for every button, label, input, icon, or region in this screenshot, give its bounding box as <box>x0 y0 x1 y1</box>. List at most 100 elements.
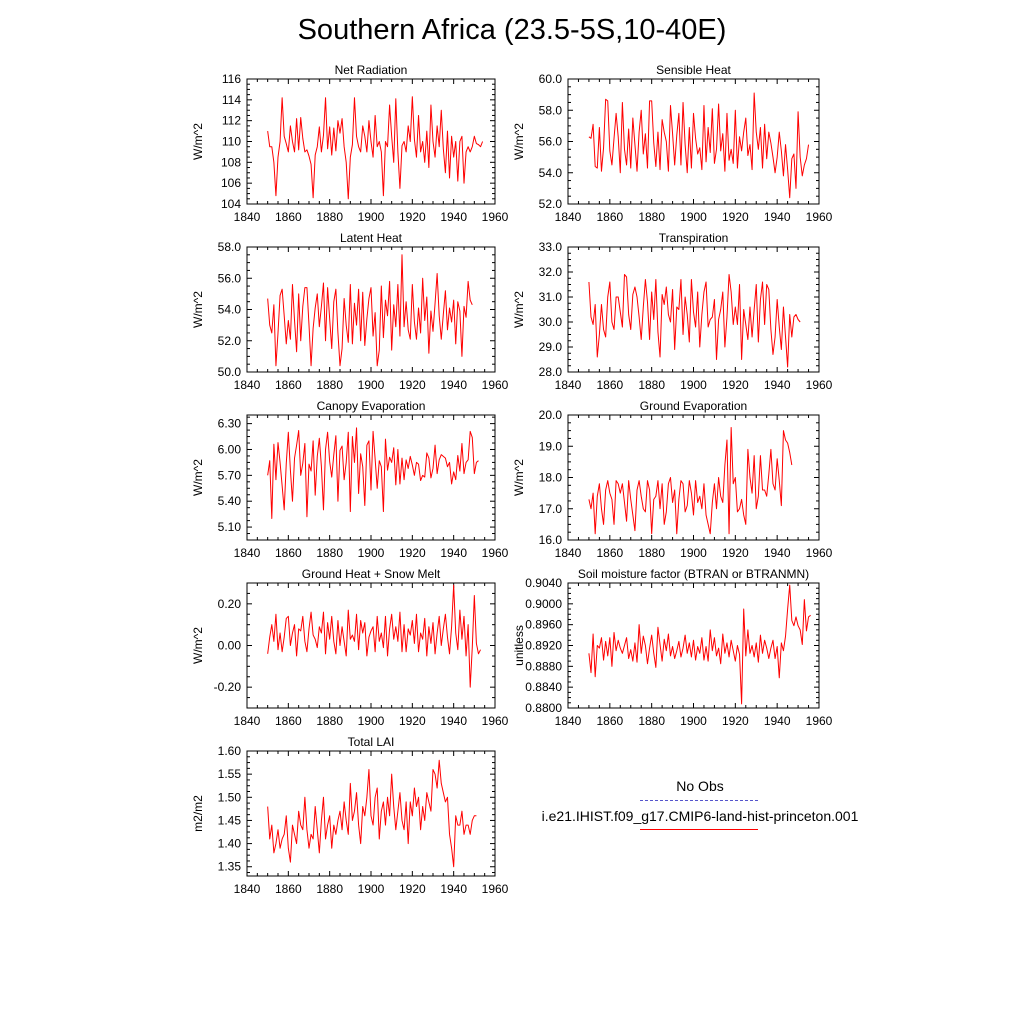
x-tick-label: 1960 <box>482 546 509 560</box>
y-axis-label: W/m^2 <box>191 459 205 496</box>
x-tick-label: 1960 <box>482 210 509 224</box>
x-tick-label: 1940 <box>440 714 467 728</box>
y-tick-label: 104 <box>221 197 241 211</box>
y-tick-label: 0.8920 <box>525 639 562 653</box>
x-tick-label: 1960 <box>806 378 833 392</box>
x-tick-label: 1940 <box>764 546 791 560</box>
y-tick-label: 30.0 <box>539 315 563 329</box>
y-tick-label: 31.0 <box>539 290 563 304</box>
x-tick-label: 1900 <box>358 882 385 896</box>
y-tick-label: 5.40 <box>218 494 242 508</box>
x-tick-label: 1920 <box>399 210 426 224</box>
x-tick-label: 1920 <box>722 210 749 224</box>
y-tick-label: 56.0 <box>539 135 563 149</box>
x-tick-label: 1860 <box>275 882 302 896</box>
legend-model-line <box>640 829 758 830</box>
x-tick-label: 1920 <box>722 714 749 728</box>
chart-canopy-evaporation: Canopy Evaporation W/m^2 1840 1860 1880 1900 1… <box>191 399 509 560</box>
y-tick-label: 54.0 <box>218 303 242 317</box>
x-tick-label: 1920 <box>399 546 426 560</box>
panel-title: Ground Heat + Snow Melt <box>302 567 441 581</box>
y-axis-label: m2/m2 <box>191 795 205 832</box>
y-axis-label: W/m^2 <box>512 123 526 160</box>
y-tick-label: 110 <box>222 135 241 149</box>
x-tick-label: 1920 <box>399 378 426 392</box>
y-tick-label: 0.9040 <box>525 576 562 590</box>
series-line <box>588 274 801 368</box>
legend-obs-line <box>640 800 758 801</box>
y-tick-label: 0.00 <box>218 639 242 653</box>
y-tick-label: 52.0 <box>539 197 563 211</box>
x-tick-label: 1880 <box>316 714 343 728</box>
y-axis-label: W/m^2 <box>191 291 205 328</box>
y-tick-label: 20.0 <box>539 408 563 422</box>
series-line <box>588 92 810 199</box>
x-tick-label: 1840 <box>234 546 261 560</box>
series-line <box>267 584 481 688</box>
x-tick-label: 1860 <box>275 210 302 224</box>
x-tick-label: 1880 <box>638 210 665 224</box>
panel-title: Soil moisture factor (BTRAN or BTRANMN) <box>578 567 809 581</box>
x-tick-label: 1900 <box>680 546 707 560</box>
y-tick-label: 58.0 <box>539 103 563 117</box>
x-tick-label: 1840 <box>555 210 582 224</box>
chart-latent-heat: Latent Heat W/m^2 1840 1860 1880 1900 1920 1940… <box>191 231 509 392</box>
x-tick-label: 1880 <box>316 546 343 560</box>
y-axis-label: unitless <box>512 625 526 666</box>
y-tick-label: 60.0 <box>539 72 563 86</box>
series-line <box>267 96 484 200</box>
y-tick-label: 5.70 <box>218 468 242 482</box>
y-tick-label: 16.0 <box>539 533 563 547</box>
x-tick-label: 1840 <box>234 378 261 392</box>
x-tick-label: 1960 <box>806 714 833 728</box>
y-tick-label: 1.50 <box>218 790 242 804</box>
x-tick-label: 1920 <box>399 882 426 896</box>
x-tick-label: 1940 <box>764 210 791 224</box>
y-tick-label: -0.20 <box>214 680 242 694</box>
chart-sensible-heat: Sensible Heat W/m^2 1840 1860 1880 1900 1920 19… <box>512 63 833 224</box>
x-tick-label: 1880 <box>638 714 665 728</box>
y-axis-label: W/m^2 <box>191 627 205 664</box>
chart-soil-moisture-factor: Soil moisture factor (BTRAN or BTRANMN) u… <box>512 567 833 728</box>
panel-title: Latent Heat <box>340 231 403 245</box>
x-tick-label: 1860 <box>596 210 623 224</box>
y-tick-label: 28.0 <box>539 365 563 379</box>
x-tick-label: 1940 <box>764 714 791 728</box>
x-tick-label: 1880 <box>638 378 665 392</box>
panel-title: Sensible Heat <box>656 63 731 77</box>
x-tick-label: 1940 <box>440 546 467 560</box>
x-tick-label: 1900 <box>680 210 707 224</box>
panel-title: Ground Evaporation <box>640 399 747 413</box>
x-tick-label: 1900 <box>358 714 385 728</box>
x-tick-label: 1840 <box>555 378 582 392</box>
legend-obs-label: No Obs <box>676 778 724 794</box>
x-tick-label: 1840 <box>555 546 582 560</box>
x-tick-label: 1940 <box>440 210 467 224</box>
y-tick-label: 32.0 <box>539 265 563 279</box>
y-tick-label: 33.0 <box>539 240 563 254</box>
y-tick-label: 106 <box>221 176 241 190</box>
y-tick-label: 0.9000 <box>525 597 562 611</box>
y-tick-label: 50.0 <box>218 365 242 379</box>
y-tick-label: 0.20 <box>218 597 242 611</box>
series-line <box>588 584 811 705</box>
x-tick-label: 1960 <box>482 714 509 728</box>
y-tick-label: 18.0 <box>539 471 563 485</box>
legend-model-label: i.e21.IHIST.f09_g17.CMIP6-land-hist-prin… <box>541 808 859 824</box>
x-tick-label: 1840 <box>234 714 261 728</box>
panel-title: Transpiration <box>659 231 729 245</box>
x-tick-label: 1960 <box>482 882 509 896</box>
x-tick-label: 1880 <box>638 546 665 560</box>
y-tick-label: 0.8800 <box>525 701 562 715</box>
chart-transpiration: Transpiration W/m^2 1840 1860 1880 1900 1920 19… <box>512 231 833 392</box>
x-tick-label: 1900 <box>680 378 707 392</box>
panel-title: Canopy Evaporation <box>317 399 426 413</box>
y-tick-label: 52.0 <box>218 334 242 348</box>
x-tick-label: 1860 <box>275 378 302 392</box>
y-tick-label: 1.60 <box>218 744 242 758</box>
x-tick-label: 1940 <box>764 378 791 392</box>
x-tick-label: 1960 <box>806 546 833 560</box>
y-tick-label: 108 <box>221 155 241 169</box>
x-tick-label: 1960 <box>806 210 833 224</box>
x-tick-label: 1840 <box>234 882 261 896</box>
